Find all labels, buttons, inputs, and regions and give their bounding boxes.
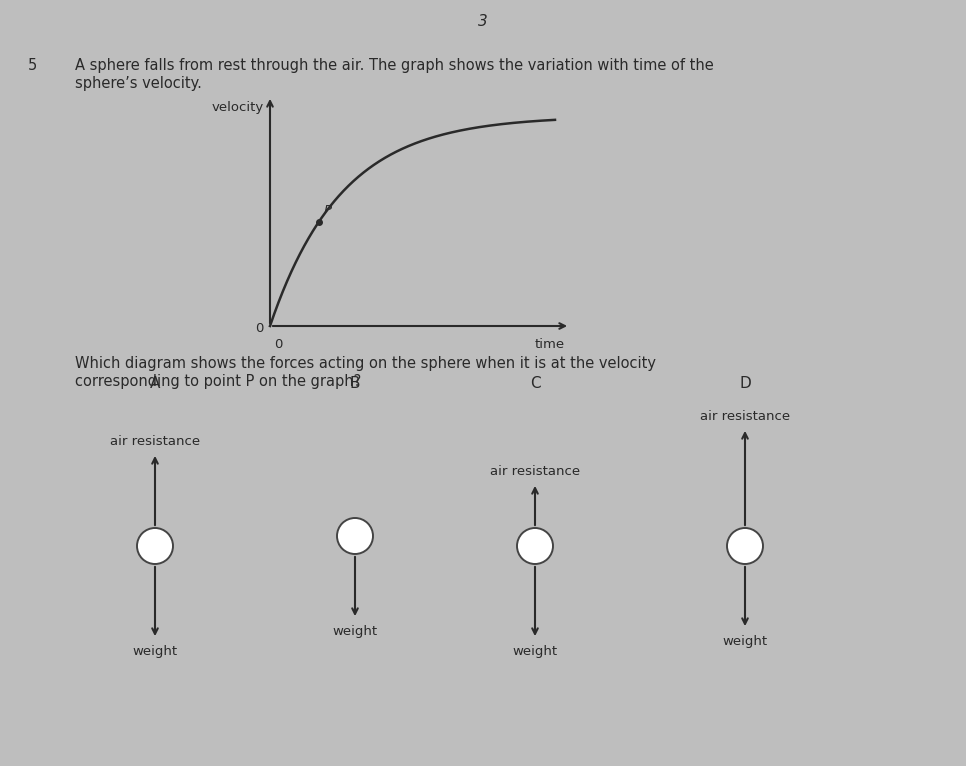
Text: P: P (324, 205, 331, 218)
Text: weight: weight (512, 645, 557, 658)
Text: weight: weight (723, 635, 768, 648)
Circle shape (727, 528, 763, 564)
Text: time: time (535, 338, 565, 351)
Text: sphere’s velocity.: sphere’s velocity. (75, 76, 202, 91)
Text: 5: 5 (28, 58, 38, 73)
Text: weight: weight (332, 625, 378, 638)
Text: B: B (350, 376, 360, 391)
Text: 3: 3 (478, 14, 488, 29)
Text: A: A (150, 376, 160, 391)
Text: 0: 0 (274, 338, 282, 351)
Circle shape (517, 528, 553, 564)
Text: Which diagram shows the forces acting on the sphere when it is at the velocity: Which diagram shows the forces acting on… (75, 356, 656, 371)
Text: D: D (739, 376, 751, 391)
Text: air resistance: air resistance (700, 410, 790, 423)
Text: 0: 0 (256, 322, 264, 335)
Text: air resistance: air resistance (110, 435, 200, 448)
Text: A sphere falls from rest through the air. The graph shows the variation with tim: A sphere falls from rest through the air… (75, 58, 714, 73)
Text: C: C (529, 376, 540, 391)
Circle shape (137, 528, 173, 564)
Circle shape (337, 518, 373, 554)
Text: corresponding to point P on the graph?: corresponding to point P on the graph? (75, 374, 361, 389)
Text: weight: weight (132, 645, 178, 658)
Text: velocity: velocity (212, 101, 264, 114)
Text: air resistance: air resistance (490, 465, 580, 478)
